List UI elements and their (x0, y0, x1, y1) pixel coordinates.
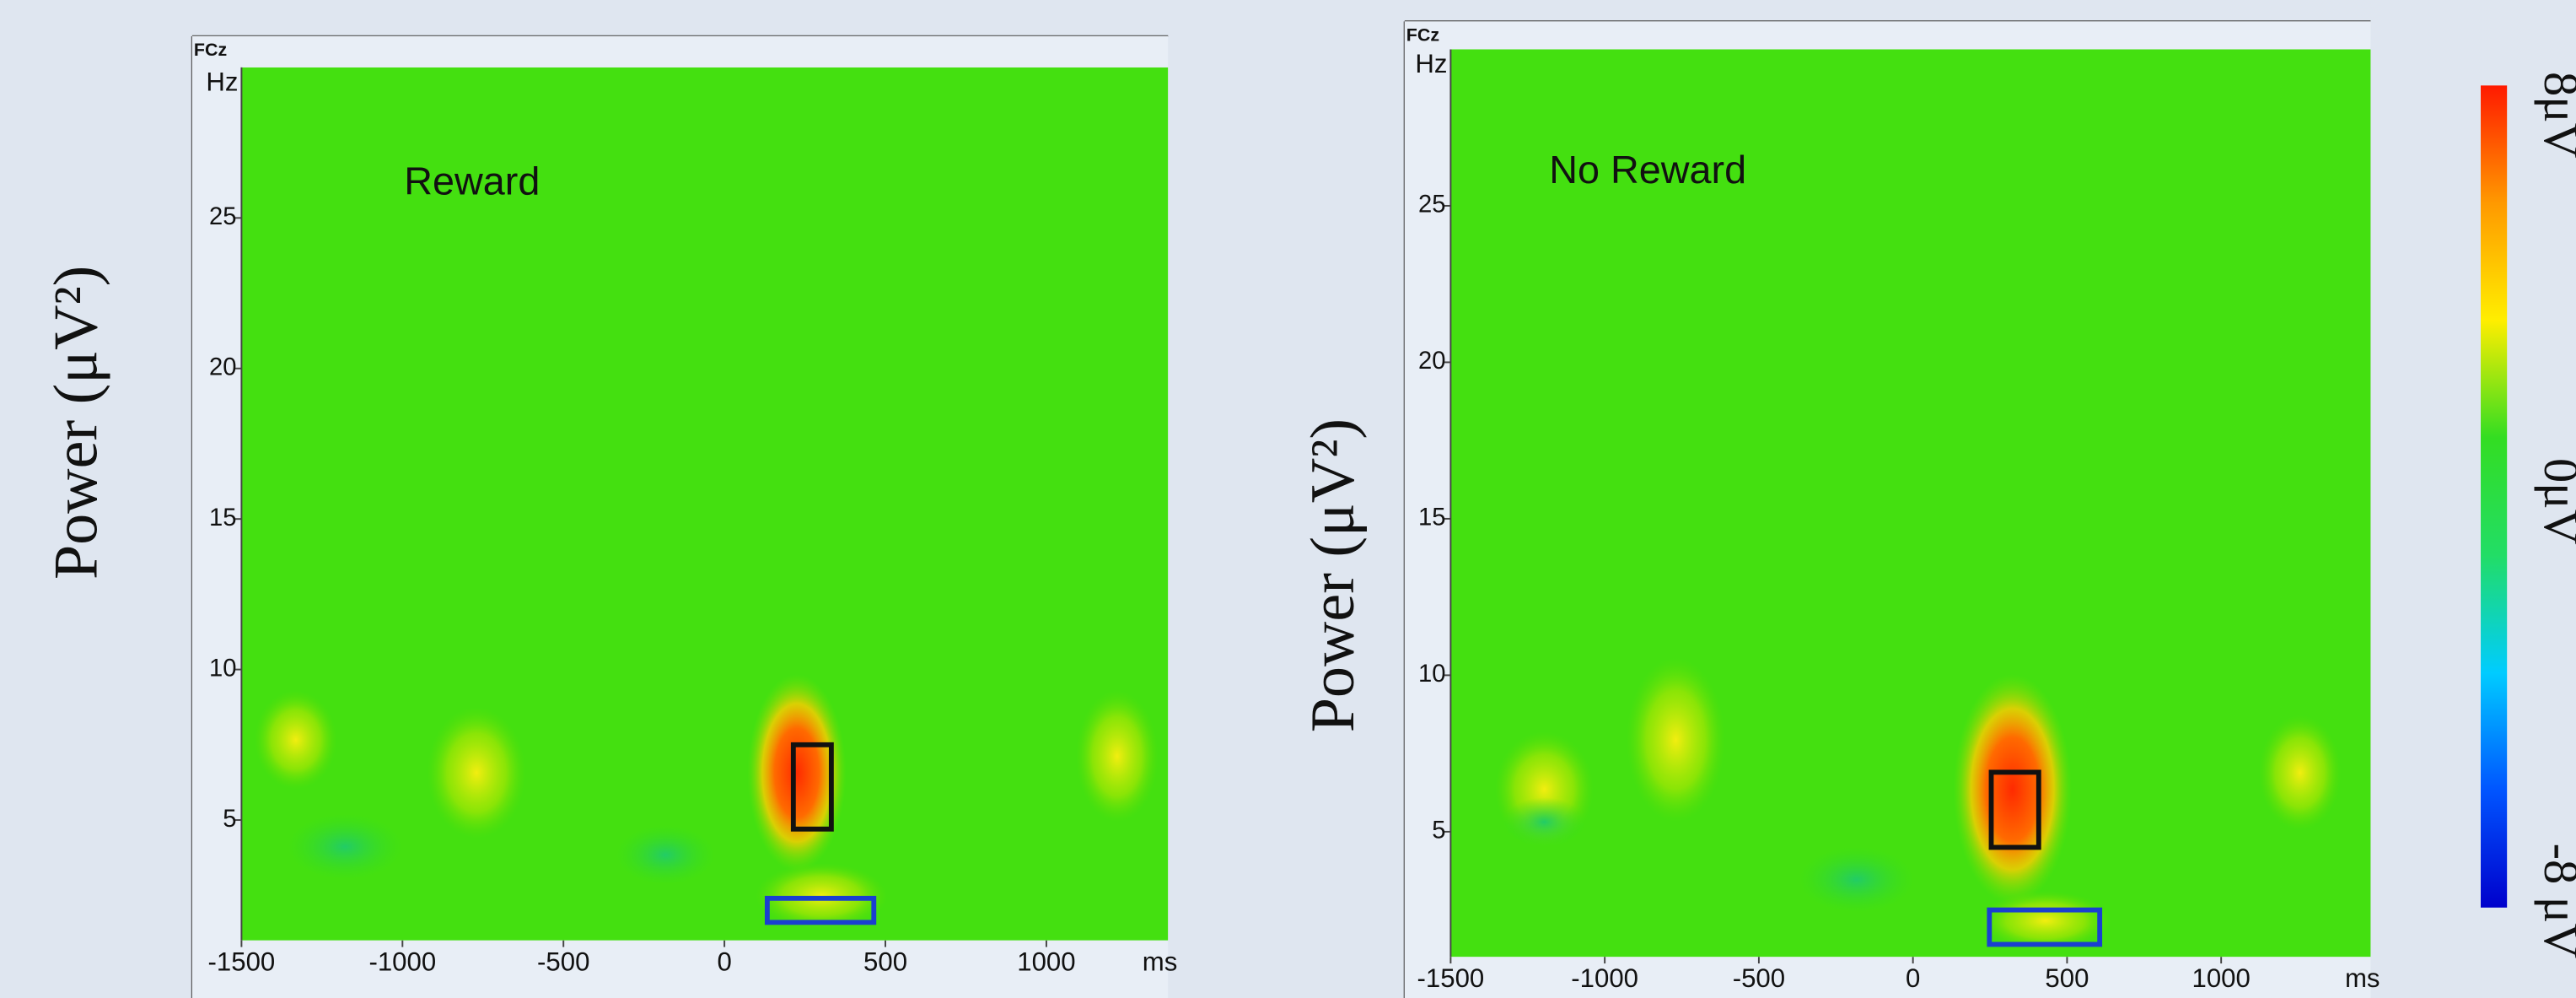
x-tick-label: 0 (1906, 963, 1920, 993)
y-axis-label: Power (μV²) (41, 266, 110, 580)
colorbar-label: -8 μV (2534, 844, 2576, 959)
region-box (1987, 907, 2103, 947)
power-blob (1626, 657, 1725, 823)
x-tick-label: -500 (1733, 963, 1785, 993)
heatmap-bg (1450, 49, 2371, 958)
power-blob (427, 707, 526, 839)
colorbar (2480, 85, 2508, 908)
power-blob (1799, 846, 1914, 913)
colorbar-label: 8μV (2534, 72, 2576, 159)
region-box (790, 742, 834, 832)
x-tick-label: -1000 (1571, 963, 1638, 993)
channel-label: FCz (194, 40, 227, 60)
y-tick-label: 5 (223, 806, 236, 833)
power-blob (254, 690, 337, 790)
heatmap (1450, 49, 2371, 958)
x-tick-label: -500 (537, 947, 589, 976)
y-tick-label: 10 (209, 655, 237, 682)
x-tick-label: 1000 (2192, 963, 2251, 993)
region-box (764, 895, 877, 925)
y-unit: Hz (206, 67, 238, 97)
heatmap (241, 67, 1169, 941)
y-tick-label: 20 (1418, 348, 1446, 375)
heatmap-bg (241, 67, 1169, 941)
y-unit: Hz (1415, 49, 1447, 78)
channel-label: FCz (1406, 25, 1439, 46)
x-tick-label: 500 (863, 947, 907, 976)
region-box (1988, 769, 2041, 850)
power-blob (1953, 674, 2072, 904)
x-tick-label: -1500 (1417, 963, 1485, 993)
power-blob (1076, 690, 1159, 823)
y-tick-label: 25 (1418, 192, 1446, 218)
x-tick-label: 0 (717, 947, 731, 976)
x-tick-label: 1000 (1017, 947, 1075, 976)
panel: 5 10 15 20 25 -1500 -1000 -500 0 500 1000 ms Hz FCz No… (1299, 20, 2380, 998)
x-unit: ms (1143, 947, 1178, 976)
panel: 5 10 15 20 25 -1500 -1000 -500 0 500 1000 ms Hz FCz Re… (41, 35, 1178, 998)
y-tick-label: 20 (209, 353, 237, 380)
x-unit: ms (2345, 963, 2380, 993)
power-blob (1979, 891, 2111, 951)
y-tick-label: 15 (1418, 504, 1446, 531)
power-blob (616, 825, 715, 885)
y-tick-label: 10 (1418, 661, 1446, 688)
y-tick-label: 25 (209, 203, 237, 230)
y-tick-label: 5 (1432, 817, 1445, 844)
y-tick-label: 15 (209, 504, 237, 531)
x-tick-label: -1000 (368, 947, 436, 976)
x-tick-label: -1500 (208, 947, 276, 976)
power-blob (2258, 715, 2342, 831)
panel-title: No Reward (1549, 148, 1746, 192)
colorbar-label: 0μV (2534, 458, 2576, 545)
power-blob (747, 674, 847, 871)
power-blob (287, 813, 403, 880)
power-blob (1503, 797, 1586, 847)
y-axis-label: Power (μV²) (1299, 418, 1368, 732)
panel-title: Reward (404, 159, 540, 203)
x-tick-label: 500 (2045, 963, 2089, 993)
